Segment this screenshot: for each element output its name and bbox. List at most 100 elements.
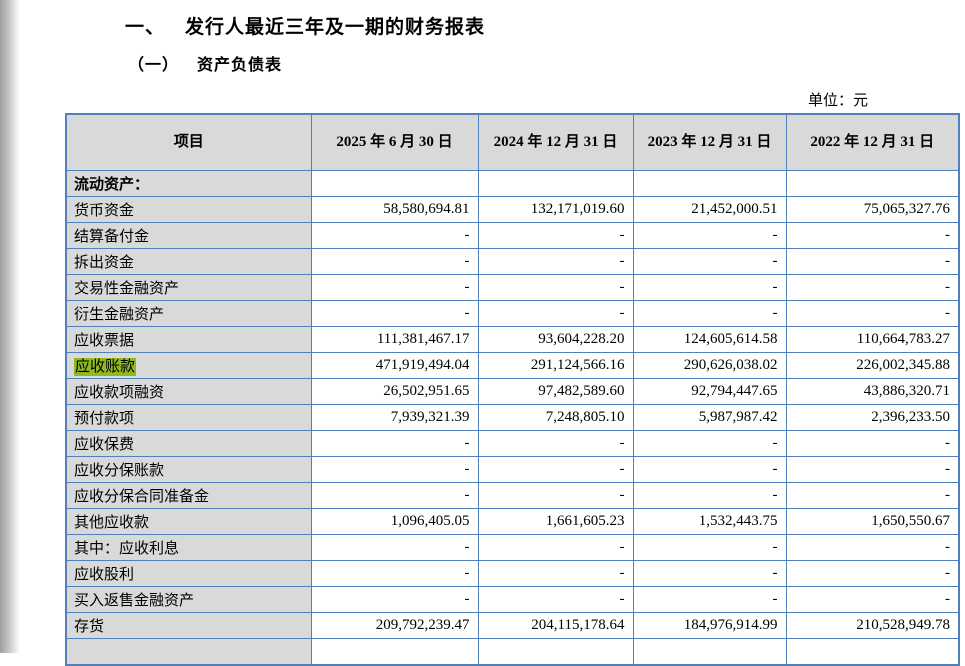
table-row: 应收股利 - - - - [65, 560, 960, 587]
section-subtitle: （一） 资产负债表 [128, 51, 282, 75]
cell-value: 1,096,405.05 [310, 508, 479, 535]
cell-value: - [310, 482, 479, 509]
cell-value: 132,171,019.60 [477, 196, 634, 223]
column-header-2022: 2022 年 12 月 31 日 [785, 113, 960, 171]
unit-label: 单位：元 [808, 93, 869, 109]
table-row: 衍生金融资产 - - - - [65, 300, 960, 327]
subtitle-number: （一） [128, 57, 180, 74]
cell-value [785, 638, 960, 665]
cell-value: 291,124,566.16 [477, 352, 634, 379]
cell-value: - [785, 456, 960, 483]
cell-value: 110,664,783.27 [785, 326, 960, 353]
row-label: 货币资金 [65, 196, 312, 223]
cell-value: - [785, 586, 960, 613]
title-text: 发行人最近三年及一期的财务报表 [185, 17, 486, 38]
cell-value: 97,482,589.60 [477, 378, 634, 405]
cell-value: - [632, 586, 787, 613]
column-header-item: 项目 [65, 113, 312, 171]
table-row: 应收分保合同准备金 - - - - [65, 482, 960, 509]
cell-value: 471,919,494.04 [310, 352, 479, 379]
row-label [65, 638, 312, 665]
cell-value: - [632, 482, 787, 509]
row-label: 应收票据 [65, 326, 312, 353]
row-label: 应收保费 [65, 430, 312, 457]
cell-value: 124,605,614.58 [632, 326, 787, 353]
page-title: 一、 发行人最近三年及一期的财务报表 [125, 12, 485, 39]
cell-value: - [310, 300, 479, 327]
cell-value: - [310, 560, 479, 587]
cell-value [632, 170, 787, 197]
cell-value: - [310, 430, 479, 457]
table-header-row: 项目 2025 年 6 月 30 日 2024 年 12 月 31 日 2023… [65, 113, 960, 171]
table-body: 流动资产： 货币资金 58,580,694.81 132,171,019.60 21,4… [65, 170, 960, 665]
table-row: 拆出资金 - - - - [65, 248, 960, 275]
cell-value: 93,604,228.20 [477, 326, 634, 353]
balance-sheet-table: 项目 2025 年 6 月 30 日 2024 年 12 月 31 日 2023… [65, 113, 960, 666]
cell-value: - [310, 274, 479, 301]
cell-value: 7,248,805.10 [477, 404, 634, 431]
cell-value: - [477, 586, 634, 613]
cell-value: 2,396,233.50 [785, 404, 960, 431]
row-label: 预付款项 [65, 404, 312, 431]
table-row: 存货 209,792,239.47 204,115,178.64 184,976,91… [65, 612, 960, 639]
table-row: 应收票据 111,381,467.17 93,604,228.20 124,605,6… [65, 326, 960, 353]
column-header-2024: 2024 年 12 月 31 日 [477, 113, 634, 171]
cell-value: 5,987,987.42 [632, 404, 787, 431]
cell-value: - [477, 222, 634, 249]
row-label: 应收款项融资 [65, 378, 312, 405]
cell-value: - [477, 560, 634, 587]
cell-value: - [785, 534, 960, 561]
table-row: 应收分保账款 - - - - [65, 456, 960, 483]
cell-value: - [477, 248, 634, 275]
row-label: 其他应收款 [65, 508, 312, 535]
highlighted-term: 应收账款 [74, 358, 137, 376]
cell-value: 111,381,467.17 [310, 326, 479, 353]
subtitle-text: 资产负债表 [197, 57, 283, 74]
row-label: 应收股利 [65, 560, 312, 587]
cell-value: 1,532,443.75 [632, 508, 787, 535]
cell-value: - [785, 300, 960, 327]
cell-value: - [785, 274, 960, 301]
cell-value: - [632, 560, 787, 587]
cell-value: 21,452,000.51 [632, 196, 787, 223]
table-row [65, 638, 960, 665]
table-row: 货币资金 58,580,694.81 132,171,019.60 21,452,00… [65, 196, 960, 223]
cell-value: - [310, 456, 479, 483]
table-row: 应收款项融资 26,502,951.65 97,482,589.60 92,794,4… [65, 378, 960, 405]
page-edge-strip [0, 0, 20, 653]
cell-value [477, 170, 634, 197]
cell-value: 290,626,038.02 [632, 352, 787, 379]
row-label: 应收分保账款 [65, 456, 312, 483]
cell-value [785, 170, 960, 197]
cell-value: - [477, 430, 634, 457]
cell-value: - [632, 534, 787, 561]
cell-value [477, 638, 634, 665]
cell-value: - [632, 456, 787, 483]
cell-value: 26,502,951.65 [310, 378, 479, 405]
cell-value: 1,650,550.67 [785, 508, 960, 535]
table-row: 买入返售金融资产 - - - - [65, 586, 960, 613]
row-label: 结算备付金 [65, 222, 312, 249]
row-label: 流动资产： [65, 170, 312, 197]
cell-value: 210,528,949.78 [785, 612, 960, 639]
column-header-2025: 2025 年 6 月 30 日 [310, 113, 479, 171]
row-label: 买入返售金融资产 [65, 586, 312, 613]
cell-value: 92,794,447.65 [632, 378, 787, 405]
table-row: 流动资产： [65, 170, 960, 197]
cell-value: - [310, 222, 479, 249]
cell-value: - [477, 534, 634, 561]
cell-value: - [310, 534, 479, 561]
cell-value: - [785, 482, 960, 509]
cell-value: - [785, 222, 960, 249]
cell-value: - [477, 482, 634, 509]
cell-value: 58,580,694.81 [310, 196, 479, 223]
cell-value: - [632, 248, 787, 275]
row-label: 其中：应收利息 [65, 534, 312, 561]
row-label: 拆出资金 [65, 248, 312, 275]
cell-value [310, 638, 479, 665]
cell-value: - [632, 300, 787, 327]
cell-value: - [632, 274, 787, 301]
cell-value: 7,939,321.39 [310, 404, 479, 431]
table-row: 应收账款 471,919,494.04 291,124,566.16 290,626,… [65, 352, 960, 379]
table-row: 结算备付金 - - - - [65, 222, 960, 249]
